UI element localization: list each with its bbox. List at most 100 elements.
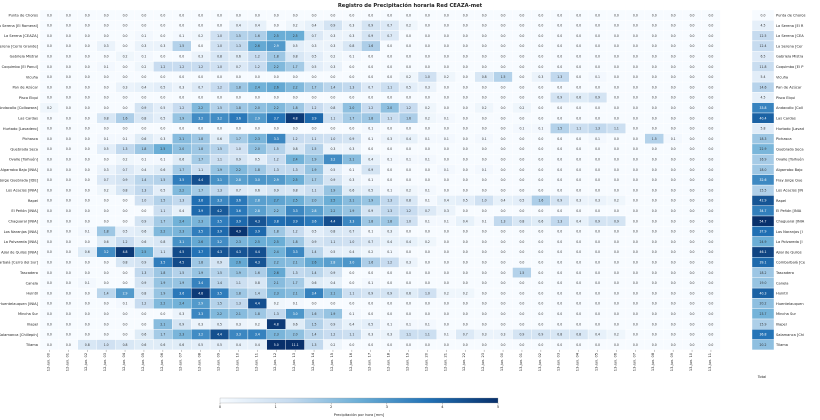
cell-value-label: 0.0 bbox=[652, 24, 657, 28]
cell-value-label: 0.0 bbox=[708, 291, 713, 295]
cell-value-label: 0.0 bbox=[652, 157, 657, 161]
total-column: 0.0 4.5 12.5 12.4 6.5 11.8 5.4 14.6 4.5 33.8 40.4 5… bbox=[751, 9, 775, 351]
cell-value-label: 1.5 bbox=[652, 137, 657, 141]
cell-value-label: 0.1 bbox=[368, 281, 373, 285]
cell-value-label: 0.9 bbox=[368, 24, 373, 28]
cell-value-label: 0.0 bbox=[66, 291, 71, 295]
cell-value-label: 0.1 bbox=[444, 168, 449, 172]
total-value-label: 5.4 bbox=[761, 75, 766, 79]
cell-value-label: 0.6 bbox=[160, 343, 165, 347]
cell-value-label: 0.6 bbox=[141, 240, 146, 244]
cell-value-label: 0.0 bbox=[576, 271, 581, 275]
cell-value-label: 5.0 bbox=[274, 343, 279, 347]
cell-value-label: 1.0 bbox=[482, 199, 487, 203]
cell-value-label: 0.0 bbox=[576, 34, 581, 38]
station-label-left: Salamanca [Chillepín] bbox=[0, 333, 39, 337]
cell-value-label: 0.0 bbox=[66, 137, 71, 141]
cell-value-label: 0.0 bbox=[463, 54, 468, 58]
cell-value-label: 0.1 bbox=[595, 75, 600, 79]
station-label-right: La Serena [CEA bbox=[776, 34, 804, 38]
cell-value-label: 2.0 bbox=[312, 199, 317, 203]
cell-value-label: 0.0 bbox=[690, 209, 695, 213]
cell-value-label: 0.3 bbox=[330, 147, 335, 151]
cell-value-label: 0.0 bbox=[66, 13, 71, 17]
cell-value-label: 0.0 bbox=[501, 147, 506, 151]
cell-value-label: 0.0 bbox=[690, 168, 695, 172]
cell-value-label: 0.0 bbox=[444, 13, 449, 17]
cell-value-label: 0.7 bbox=[104, 178, 109, 182]
cell-value-label: 0.0 bbox=[708, 157, 713, 161]
cell-value-label: 0.0 bbox=[671, 188, 676, 192]
cell-value-label: 0.6 bbox=[349, 188, 354, 192]
cell-value-label: 0.0 bbox=[501, 188, 506, 192]
x-tick-label: 13-jun. 01 bbox=[519, 353, 523, 371]
cell-value-label: 0.0 bbox=[633, 230, 638, 234]
cell-value-label: 2.9 bbox=[255, 116, 260, 120]
station-label-left: Punta de Choros bbox=[8, 13, 38, 17]
x-tick-label: 13-jun. 11 bbox=[708, 353, 712, 371]
cell-value-label: 0.0 bbox=[633, 188, 638, 192]
cell-value-label: 1.9 bbox=[217, 168, 222, 172]
cell-value-label: 0.0 bbox=[387, 75, 392, 79]
cell-value-label: 1.0 bbox=[425, 75, 430, 79]
cell-value-label: 0.5 bbox=[123, 230, 128, 234]
cell-value-label: 0.0 bbox=[349, 127, 354, 131]
cell-value-label: 2.6 bbox=[312, 260, 317, 264]
cell-value-label: 1.2 bbox=[255, 54, 260, 58]
cell-value-label: 0.0 bbox=[349, 271, 354, 275]
cell-value-label: 0.0 bbox=[708, 65, 713, 69]
cell-value-label: 0.0 bbox=[444, 147, 449, 151]
cell-value-label: 0.1 bbox=[387, 322, 392, 326]
cell-value-label: 0.6 bbox=[217, 137, 222, 141]
cell-value-label: 0.3 bbox=[330, 65, 335, 69]
cell-value-label: 0.9 bbox=[368, 168, 373, 172]
cell-value-label: 0.0 bbox=[85, 137, 90, 141]
cell-value-label: 0.0 bbox=[538, 54, 543, 58]
cell-value-label: 0.0 bbox=[671, 34, 676, 38]
cell-value-label: 0.5 bbox=[293, 44, 298, 48]
x-tick-label: 12-jun. 12 bbox=[273, 353, 277, 371]
cell-value-label: 0.0 bbox=[368, 312, 373, 316]
cell-value-label: 3.4 bbox=[198, 281, 203, 285]
cell-value-label: 0.0 bbox=[387, 65, 392, 69]
station-label-right: Canela bbox=[776, 281, 788, 285]
cell-value-label: 0.0 bbox=[690, 157, 695, 161]
cell-value-label: 0.3 bbox=[330, 34, 335, 38]
cell-value-label: 0.0 bbox=[368, 96, 373, 100]
cell-value-label: 0.0 bbox=[406, 302, 411, 306]
cell-value-label: 1.2 bbox=[406, 209, 411, 213]
cell-value-label: 1.1 bbox=[349, 291, 354, 295]
cell-value-label: 0.0 bbox=[519, 44, 524, 48]
cell-value-label: 2.2 bbox=[217, 312, 222, 316]
cell-value-label: 0.0 bbox=[519, 34, 524, 38]
cell-value-label: 0.7 bbox=[368, 85, 373, 89]
cell-value-label: 0.0 bbox=[85, 199, 90, 203]
cell-value-label: 0.0 bbox=[671, 116, 676, 120]
x-tick-label: 12-jun. 23 bbox=[481, 353, 485, 371]
cell-value-label: 0.0 bbox=[274, 75, 279, 79]
cell-value-label: 2.3 bbox=[274, 291, 279, 295]
cell-value-label: 0.0 bbox=[463, 240, 468, 244]
station-label-left: Tascadero bbox=[19, 271, 38, 275]
cell-value-label: 0.0 bbox=[708, 13, 713, 17]
cell-value-label: 0.0 bbox=[66, 75, 71, 79]
cell-value-label: 1.1 bbox=[312, 137, 317, 141]
cell-value-label: 0.0 bbox=[501, 24, 506, 28]
cell-value-label: 0.0 bbox=[538, 13, 543, 17]
cell-value-label: 0.0 bbox=[66, 230, 71, 234]
cell-value-label: 0.3 bbox=[179, 312, 184, 316]
cell-value-label: 2.1 bbox=[293, 260, 298, 264]
cell-value-label: 1.3 bbox=[217, 188, 222, 192]
cell-value-label: 0.3 bbox=[198, 322, 203, 326]
cell-value-label: 0.0 bbox=[406, 54, 411, 58]
cell-value-label: 1.3 bbox=[293, 271, 298, 275]
cell-value-label: 0.6 bbox=[179, 157, 184, 161]
cell-value-label: 0.0 bbox=[47, 157, 52, 161]
cell-value-label: 3.9 bbox=[255, 230, 260, 234]
cell-value-label: 0.0 bbox=[293, 127, 298, 131]
cell-value-label: 0.0 bbox=[614, 34, 619, 38]
cell-value-label: 0.0 bbox=[47, 85, 52, 89]
cell-value-label: 0.0 bbox=[66, 260, 71, 264]
cell-value-label: 1.5 bbox=[274, 147, 279, 151]
cell-value-label: 0.0 bbox=[47, 219, 52, 223]
